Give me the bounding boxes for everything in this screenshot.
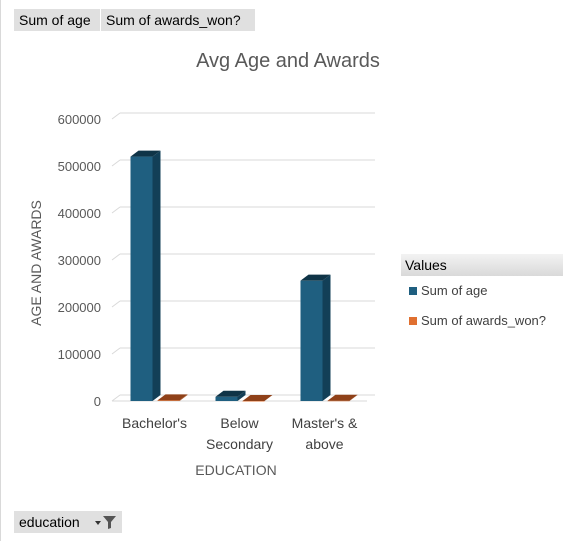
bar-side bbox=[237, 390, 246, 401]
bar bbox=[215, 396, 238, 401]
y-axis-title: AGE AND AWARDS bbox=[28, 200, 44, 326]
bar-top bbox=[242, 394, 273, 401]
x-tick-labels: Bachelor's Below Secondary Master's & above bbox=[122, 415, 358, 452]
legend-swatch-awards bbox=[409, 316, 417, 325]
education-filter-button[interactable]: education bbox=[14, 511, 122, 533]
y-tick-label: 200000 bbox=[58, 300, 101, 315]
gridlines bbox=[111, 112, 375, 402]
bar-side bbox=[322, 274, 331, 401]
bar-top bbox=[300, 274, 331, 281]
y-tick-label: 400000 bbox=[58, 206, 101, 221]
y-tick-label: 500000 bbox=[58, 159, 101, 174]
chart-title: Avg Age and Awards bbox=[196, 50, 380, 72]
y-tick-label: 600000 bbox=[58, 112, 101, 127]
bar-side bbox=[349, 394, 358, 401]
bar bbox=[327, 400, 350, 402]
bar-side bbox=[152, 150, 161, 401]
x-tick-label: Secondary bbox=[206, 436, 273, 452]
worksheet-edge bbox=[0, 0, 1, 541]
bar bbox=[300, 280, 323, 401]
bar-top bbox=[215, 390, 246, 397]
bars bbox=[130, 150, 358, 402]
gridline-diagonal bbox=[111, 300, 121, 308]
y-tick-label: 0 bbox=[94, 394, 101, 409]
bar-side bbox=[264, 394, 273, 401]
filter-dropdown-icon[interactable] bbox=[94, 514, 118, 530]
filter-label: education bbox=[19, 514, 80, 530]
y-tick-label: 300000 bbox=[58, 253, 101, 268]
gridline-diagonal bbox=[111, 159, 121, 167]
legend-swatch-age bbox=[409, 286, 417, 295]
x-tick-label: above bbox=[305, 436, 343, 452]
field-button-sum-of-age[interactable]: Sum of age bbox=[14, 9, 101, 31]
y-tick-label: 100000 bbox=[58, 347, 101, 362]
gridline-diagonal bbox=[111, 253, 121, 261]
bar bbox=[157, 400, 180, 401]
x-tick-label: Below bbox=[220, 415, 259, 431]
bar-top bbox=[157, 394, 188, 401]
bar-top bbox=[130, 150, 161, 157]
x-tick-label: Master's & bbox=[292, 415, 358, 431]
bar-side bbox=[179, 394, 188, 401]
bar bbox=[242, 400, 265, 402]
field-button-sum-of-awards[interactable]: Sum of awards_won? bbox=[101, 9, 256, 31]
bar-top bbox=[327, 394, 358, 401]
bar bbox=[130, 156, 153, 401]
legend-title: Values bbox=[401, 254, 563, 276]
legend-label-age: Sum of age bbox=[421, 283, 488, 298]
x-tick-label: Bachelor's bbox=[122, 415, 187, 431]
gridline-diagonal bbox=[111, 206, 121, 214]
legend-item-sum-of-age: Sum of age bbox=[409, 283, 488, 298]
gridline-diagonal bbox=[111, 394, 121, 402]
gridline-diagonal bbox=[111, 347, 121, 355]
legend-label-awards: Sum of awards_won? bbox=[421, 313, 547, 328]
legend-item-sum-of-awards: Sum of awards_won? bbox=[409, 313, 546, 328]
y-tick-labels: 0 100000 200000 300000 400000 500000 600000 bbox=[58, 112, 101, 409]
x-axis-title: EDUCATION bbox=[195, 462, 276, 478]
gridline-diagonal bbox=[111, 112, 121, 120]
